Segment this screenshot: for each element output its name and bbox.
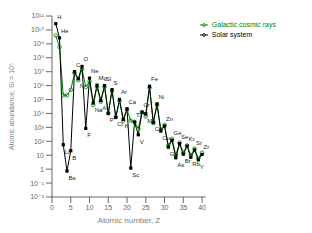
- svg-text:10²: 10²: [34, 138, 45, 145]
- svg-text:P: P: [110, 117, 114, 123]
- svg-text:K: K: [125, 123, 129, 129]
- svg-text:0: 0: [50, 204, 54, 211]
- svg-text:Sr: Sr: [196, 140, 202, 146]
- svg-text:Ti: Ti: [136, 112, 141, 118]
- svg-text:5: 5: [69, 204, 73, 211]
- svg-text:Fe: Fe: [151, 76, 159, 82]
- svg-text:10⁻¹: 10⁻¹: [30, 180, 44, 187]
- svg-text:10⁻²: 10⁻²: [30, 193, 44, 200]
- svg-text:Atomic number, Z: Atomic number, Z: [98, 216, 161, 225]
- svg-text:Cu: Cu: [162, 135, 170, 141]
- svg-text:Sc: Sc: [132, 172, 139, 178]
- svg-text:Y: Y: [200, 164, 204, 170]
- svg-text:Na: Na: [94, 106, 103, 113]
- svg-text:10⁴: 10⁴: [33, 110, 44, 117]
- svg-text:Mg: Mg: [98, 75, 107, 82]
- svg-text:H: H: [57, 14, 61, 20]
- svg-text:Si: Si: [106, 76, 111, 82]
- svg-text:10¹¹: 10¹¹: [32, 12, 45, 19]
- svg-text:Ar: Ar: [121, 89, 127, 95]
- svg-text:Se: Se: [181, 133, 189, 140]
- svg-text:15: 15: [104, 204, 112, 211]
- svg-text:Cr: Cr: [144, 102, 150, 108]
- svg-text:Cl: Cl: [117, 121, 123, 127]
- svg-text:C: C: [76, 62, 81, 68]
- svg-text:Rb: Rb: [192, 161, 200, 168]
- svg-text:Kr: Kr: [189, 136, 195, 142]
- svg-text:40: 40: [198, 204, 206, 211]
- svg-text:As: As: [177, 162, 184, 168]
- svg-text:Zr: Zr: [204, 144, 210, 150]
- svg-text:Br: Br: [185, 158, 191, 164]
- svg-text:35: 35: [179, 204, 187, 211]
- html-text:Solar system: Solar system: [211, 31, 253, 38]
- svg-text:V: V: [140, 139, 144, 145]
- svg-text:Atomic abundance, Si = 10⁶: Atomic abundance, Si = 10⁶: [8, 63, 15, 150]
- svg-text:10⁷: 10⁷: [34, 68, 45, 75]
- svg-text:F: F: [87, 132, 91, 138]
- html-text:Galactic cosmic rays: Galactic cosmic rays: [211, 21, 276, 28]
- svg-text:1: 1: [40, 166, 44, 173]
- svg-text:Al: Al: [102, 105, 107, 111]
- svg-text:He: He: [61, 28, 69, 34]
- svg-text:Ga: Ga: [170, 151, 179, 157]
- svg-text:10⁸: 10⁸: [33, 54, 44, 61]
- svg-text:10¹⁰: 10¹⁰: [31, 26, 44, 33]
- svg-text:Ge: Ge: [173, 130, 182, 137]
- svg-text:O: O: [84, 56, 89, 62]
- svg-text:Ca: Ca: [129, 99, 137, 105]
- svg-text:Be: Be: [69, 175, 77, 181]
- svg-text:25: 25: [142, 204, 150, 211]
- svg-text:10⁵: 10⁵: [33, 96, 44, 103]
- svg-text:Ne: Ne: [91, 68, 99, 74]
- svg-text:Mn: Mn: [147, 118, 155, 124]
- svg-text:Li: Li: [65, 149, 70, 155]
- svg-text:B: B: [72, 155, 76, 161]
- svg-text:10: 10: [36, 152, 44, 159]
- svg-text:10⁹: 10⁹: [33, 40, 44, 47]
- svg-text:Zn: Zn: [166, 116, 173, 122]
- svg-text:Co: Co: [155, 126, 163, 132]
- svg-text:S: S: [114, 80, 118, 86]
- svg-text:10⁶: 10⁶: [33, 82, 44, 89]
- svg-text:Ni: Ni: [159, 94, 165, 100]
- svg-text:10³: 10³: [34, 124, 45, 131]
- svg-text:20: 20: [123, 204, 131, 211]
- svg-text:N: N: [80, 83, 84, 89]
- svg-text:30: 30: [161, 204, 169, 211]
- svg-text:10: 10: [86, 204, 94, 211]
